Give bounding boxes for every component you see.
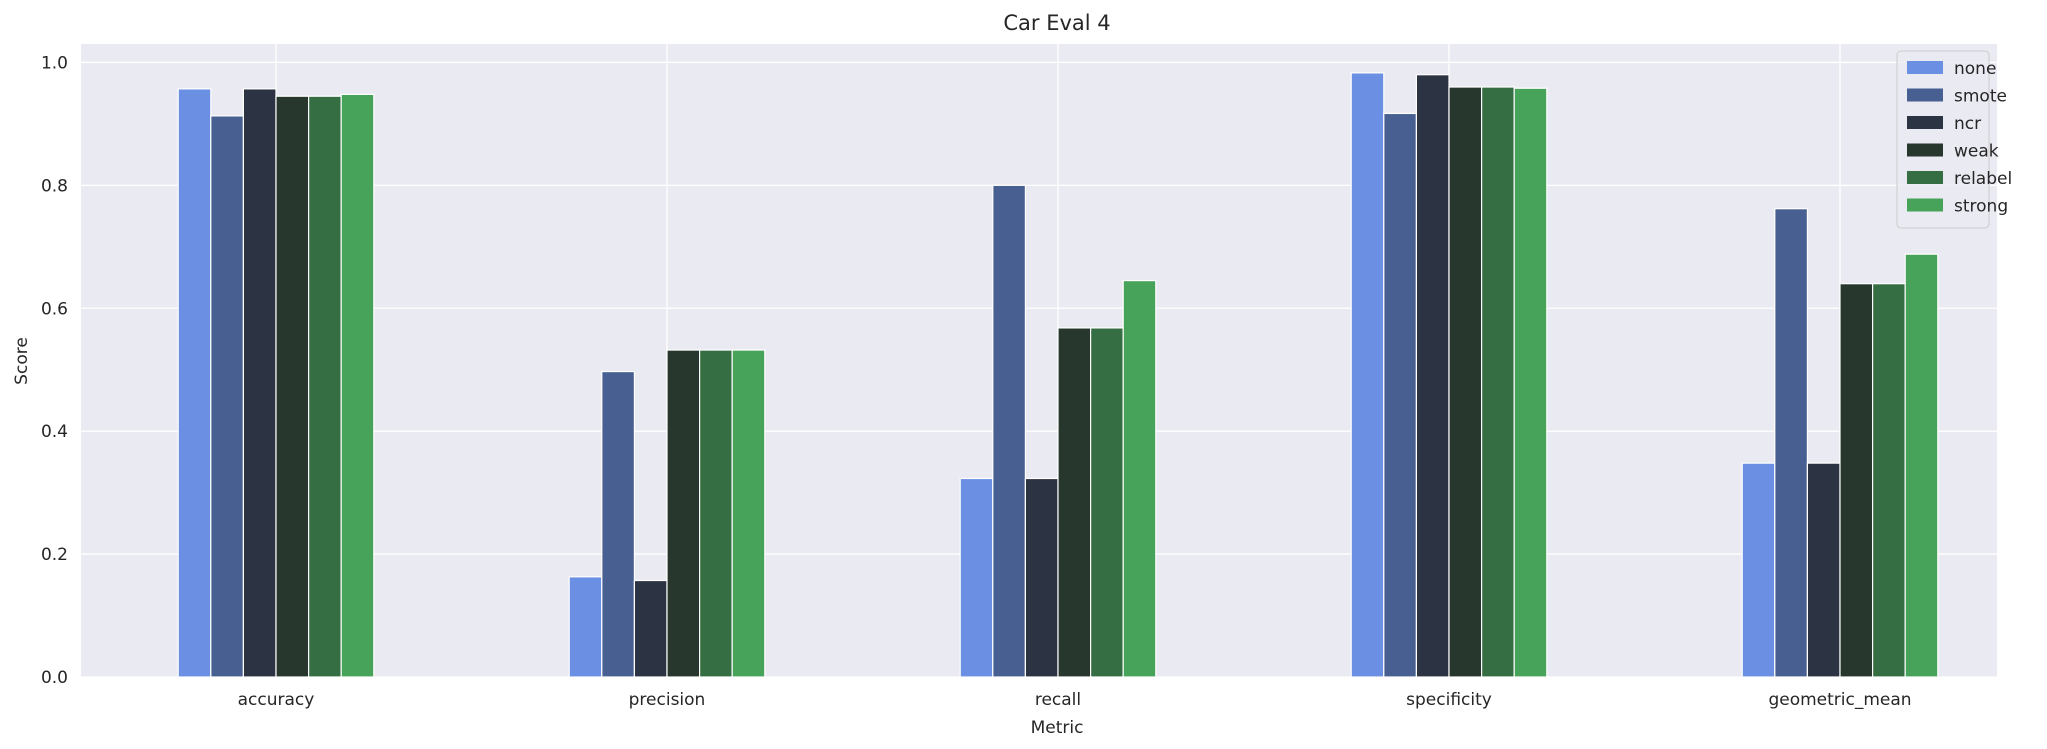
bar-relabel-accuracy: [308, 95, 342, 678]
chart-title: Car Eval 4: [1003, 11, 1110, 35]
legend-label-strong: strong: [1954, 197, 2008, 217]
bar-ncr-geometric_mean: [1806, 462, 1841, 678]
y-tick-label: 1.0: [41, 53, 68, 73]
bar-smote-geometric_mean: [1774, 208, 1809, 678]
x-tick-label: specificity: [1406, 690, 1492, 710]
x-tick-label: recall: [1035, 690, 1081, 710]
bar-none-precision: [568, 576, 603, 678]
x-axis: accuracy precision recall specificity geomet…: [238, 690, 1912, 710]
bar-ncr-recall: [1024, 477, 1059, 678]
x-tick-label: accuracy: [238, 690, 315, 710]
bar-weak-precision: [666, 349, 701, 678]
bar-relabel-precision: [698, 349, 733, 678]
y-axis: 0.0 0.2 0.4 0.6 0.8 1.0: [41, 53, 68, 688]
legend-swatch-strong: [1907, 198, 1943, 212]
bar-none-geometric_mean: [1741, 462, 1776, 678]
bar-ncr-specificity: [1415, 74, 1450, 678]
x-tick-label: geometric_mean: [1768, 690, 1911, 710]
bar-weak-recall: [1057, 327, 1092, 678]
bar-strong-recall: [1122, 280, 1157, 678]
bar-ncr-accuracy: [242, 88, 277, 678]
bar-relabel-recall: [1089, 327, 1124, 678]
bar-strong-geometric_mean: [1904, 253, 1939, 678]
bar-relabel-specificity: [1480, 86, 1515, 678]
bar-none-recall: [959, 477, 994, 678]
bar-none-specificity: [1350, 72, 1385, 678]
legend-swatch-ncr: [1907, 116, 1943, 129]
bar-strong-accuracy: [340, 93, 375, 678]
bar-smote-specificity: [1383, 112, 1418, 678]
legend-label-smote: smote: [1954, 87, 2007, 107]
bar-strong-precision: [731, 349, 766, 678]
legend-label-ncr: ncr: [1954, 114, 1981, 134]
y-tick-label: 0.6: [41, 299, 68, 319]
legend-label-relabel: relabel: [1954, 169, 2012, 189]
bar-weak-accuracy: [275, 95, 310, 678]
x-axis-title: Metric: [1031, 718, 1084, 738]
bar-smote-recall: [992, 184, 1026, 678]
bar-weak-geometric_mean: [1839, 283, 1874, 678]
legend-label-none: none: [1954, 59, 1996, 79]
legend-swatch-weak: [1907, 143, 1943, 157]
legend-swatch-smote: [1907, 88, 1943, 102]
bar-smote-accuracy: [210, 115, 245, 678]
y-tick-label: 0.8: [41, 176, 68, 196]
y-axis-title: Score: [12, 337, 32, 385]
y-tick-label: 0.4: [41, 422, 68, 442]
bar-ncr-precision: [633, 579, 668, 678]
legend-swatch-none: [1907, 61, 1943, 74]
bar-strong-specificity: [1513, 87, 1548, 678]
bar-relabel-geometric_mean: [1871, 283, 1906, 678]
x-tick-label: precision: [629, 690, 706, 710]
bar-none-accuracy: [177, 88, 212, 678]
bar-weak-specificity: [1448, 86, 1483, 678]
legend-label-weak: weak: [1954, 142, 1999, 162]
y-tick-label: 0.2: [41, 545, 68, 565]
y-tick-label: 0.0: [41, 668, 68, 688]
bar-smote-precision: [601, 370, 635, 678]
legend-swatch-relabel: [1907, 171, 1943, 184]
legend: none smote ncr weak relabel strong: [1896, 50, 2012, 229]
bars-group: [177, 72, 1939, 678]
